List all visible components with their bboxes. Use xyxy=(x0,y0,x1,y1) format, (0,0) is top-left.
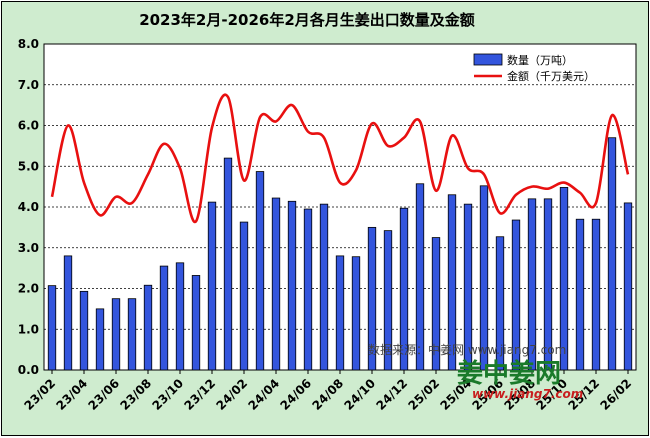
y-tick-label: 4.0 xyxy=(18,200,39,214)
bar xyxy=(239,221,249,371)
bar xyxy=(607,137,617,371)
bar xyxy=(63,255,73,371)
bar xyxy=(623,202,633,371)
chart-title: 2023年2月-2026年2月各月生姜出口数量及金额 xyxy=(139,11,475,29)
x-tick-label: 23/12 xyxy=(182,376,219,413)
bar xyxy=(287,200,297,371)
bar xyxy=(175,262,185,371)
legend-label-amount: 金额（千万美元） xyxy=(507,69,595,83)
bar xyxy=(303,208,313,371)
y-tick-label: 7.0 xyxy=(18,78,39,92)
logo-name: 姜中姜网 xyxy=(457,358,561,389)
bar xyxy=(479,185,489,371)
bar xyxy=(79,290,89,371)
x-tick-label: 23/02 xyxy=(22,376,59,413)
y-axis-ticks: 0.0 1.0 2.0 3.0 4.0 5.0 6.0 7.0 8.0 xyxy=(18,37,39,377)
bar xyxy=(255,171,265,371)
x-tick-label: 25/02 xyxy=(406,376,443,413)
site-logo: 姜中姜网 www.jiang7.com xyxy=(457,358,583,401)
bar xyxy=(591,218,601,371)
x-tick-label: 24/06 xyxy=(278,376,315,413)
bar xyxy=(447,194,457,371)
y-tick-label: 2.0 xyxy=(18,282,39,296)
bar xyxy=(543,198,553,371)
legend-bar-swatch xyxy=(473,53,503,66)
x-tick-label: 26/02 xyxy=(598,376,635,413)
x-tick-label: 23/10 xyxy=(150,376,187,413)
x-tick-label: 23/08 xyxy=(118,376,155,413)
x-tick-label: 24/10 xyxy=(342,376,379,413)
bar xyxy=(511,219,521,371)
bar xyxy=(191,275,201,371)
bar-series xyxy=(47,137,633,371)
bar xyxy=(47,285,57,371)
y-tick-label: 8.0 xyxy=(18,37,39,51)
bar xyxy=(223,157,233,371)
bar xyxy=(207,201,217,371)
bar xyxy=(335,255,345,371)
amount-line xyxy=(50,93,630,223)
x-tick-label: 23/06 xyxy=(86,376,123,413)
bar xyxy=(415,183,425,371)
x-tick-label: 24/02 xyxy=(214,376,251,413)
bar xyxy=(319,203,329,371)
y-tick-label: 3.0 xyxy=(18,241,39,255)
bar xyxy=(271,197,281,371)
y-tick-label: 1.0 xyxy=(18,322,39,336)
bar xyxy=(383,230,393,371)
y-tick-label: 5.0 xyxy=(18,159,39,173)
legend-label-quantity: 数量（万吨） xyxy=(507,54,573,67)
line-series xyxy=(50,93,630,223)
bar xyxy=(575,218,585,371)
legend: 数量（万吨） 金额（千万美元） xyxy=(473,53,595,83)
data-source-text: 数据来源：中姜网 www.jiang7.com xyxy=(368,342,566,357)
y-tick-label: 6.0 xyxy=(18,119,39,133)
bar xyxy=(159,265,169,371)
bar xyxy=(127,298,137,371)
bar xyxy=(111,298,121,371)
y-tick-label: 0.0 xyxy=(18,363,39,377)
bar xyxy=(95,308,105,371)
bar xyxy=(351,256,361,371)
x-tick-label: 24/12 xyxy=(374,376,411,413)
x-tick-label: 24/08 xyxy=(310,376,347,413)
x-tick-label: 24/04 xyxy=(246,376,283,413)
x-tick-label: 23/04 xyxy=(54,376,91,413)
logo-url: www.jiang7.com xyxy=(472,387,583,401)
bar xyxy=(143,284,153,371)
